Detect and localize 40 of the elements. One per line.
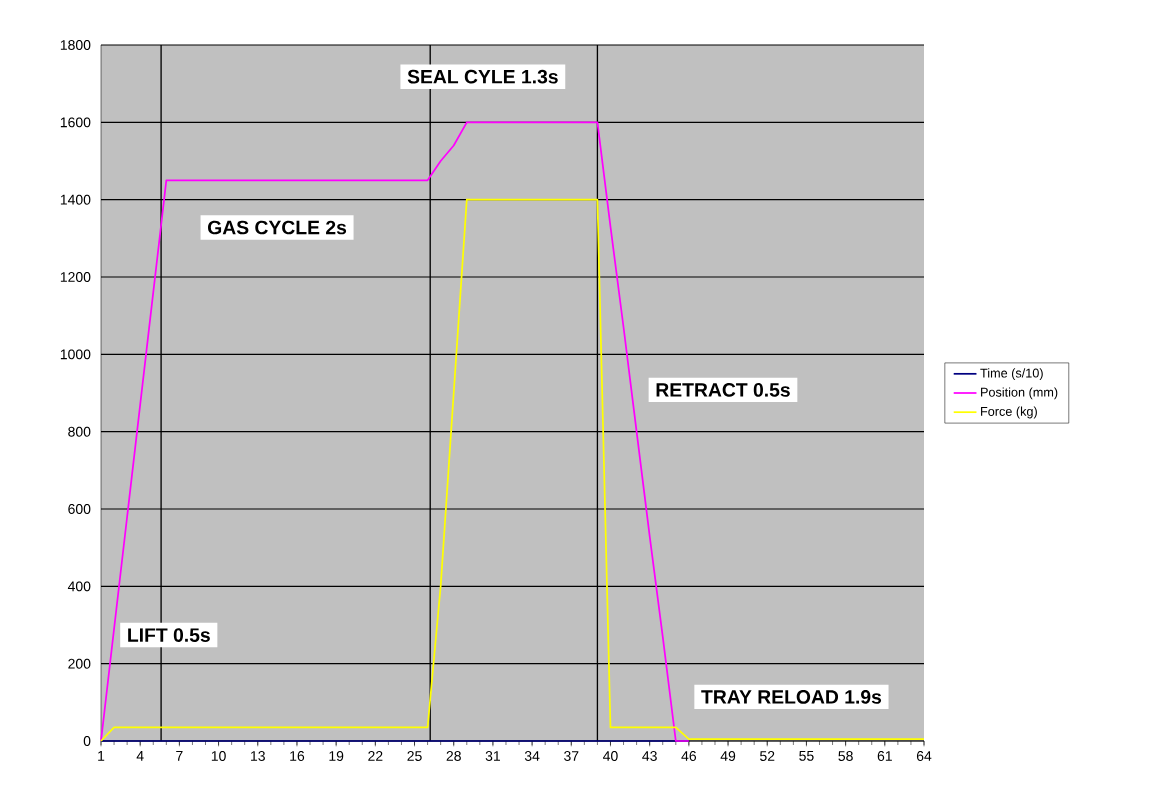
y-tick-label: 1800 (60, 40, 91, 50)
x-tick-label: 43 (642, 751, 657, 761)
x-tick-label: 13 (251, 751, 265, 761)
legend-label: Position (mm) (981, 387, 1058, 400)
y-tick-label: 600 (68, 504, 91, 514)
x-tick-label: 25 (407, 751, 422, 761)
x-tick-label: 19 (329, 751, 344, 761)
x-tick-label: 37 (564, 751, 579, 761)
x-tick-label: 16 (290, 751, 305, 761)
x-tick-label: 61 (877, 751, 892, 761)
y-tick-label: 1000 (60, 349, 91, 360)
x-tick-label: 52 (760, 751, 775, 761)
x-tick-label: 7 (176, 751, 183, 761)
y-tick-label: 200 (68, 658, 91, 669)
annotation: LIFT 0.5s (128, 628, 210, 642)
x-tick-label: 49 (720, 751, 736, 761)
x-tick-label: 22 (368, 751, 383, 761)
x-tick-label: 55 (799, 751, 814, 761)
x-tick-label: 34 (524, 751, 540, 761)
legend-label: Time (s/10) (980, 368, 1043, 381)
x-tick-label: 10 (211, 751, 226, 761)
y-tick-label: 800 (68, 426, 91, 437)
x-tick-label: 31 (485, 751, 500, 761)
x-tick-label: 4 (136, 751, 144, 761)
annotation: SEAL CYLE 1.3s (407, 69, 558, 84)
x-tick-label: 40 (603, 751, 618, 761)
y-tick-label: 1600 (60, 117, 91, 128)
x-tick-label: 28 (446, 751, 461, 761)
y-tick-label: 400 (67, 581, 91, 592)
annotation: TRAY RELOAD 1.9s (701, 690, 882, 704)
y-tick-label: 0 (83, 736, 91, 746)
annotation: RETRACT 0.5s (656, 383, 790, 397)
y-tick-label: 1400 (60, 194, 91, 205)
legend-label: Force (kg) (981, 406, 1037, 419)
x-tick-label: 58 (838, 751, 853, 761)
x-tick-label: 1 (98, 751, 105, 761)
annotation: GAS CYCLE 2s (208, 220, 347, 235)
x-tick-label: 46 (681, 751, 697, 761)
y-tick-label: 1200 (60, 272, 91, 282)
x-tick-label: 64 (916, 751, 932, 761)
